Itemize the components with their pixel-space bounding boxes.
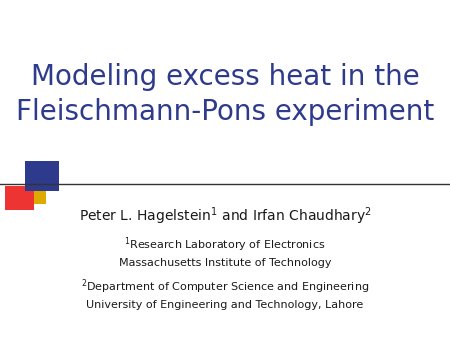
- Bar: [25, 161, 59, 191]
- Text: $^2$Department of Computer Science and Engineering
University of Engineering and: $^2$Department of Computer Science and E…: [81, 278, 369, 310]
- Bar: [4, 186, 34, 210]
- Bar: [20, 186, 46, 204]
- Text: Peter L. Hagelstein$^1$ and Irfan Chaudhary$^2$: Peter L. Hagelstein$^1$ and Irfan Chaudh…: [79, 206, 371, 227]
- Text: Modeling excess heat in the
Fleischmann-Pons experiment: Modeling excess heat in the Fleischmann-…: [16, 63, 434, 126]
- Text: $^1$Research Laboratory of Electronics
Massachusetts Institute of Technology: $^1$Research Laboratory of Electronics M…: [119, 236, 331, 268]
